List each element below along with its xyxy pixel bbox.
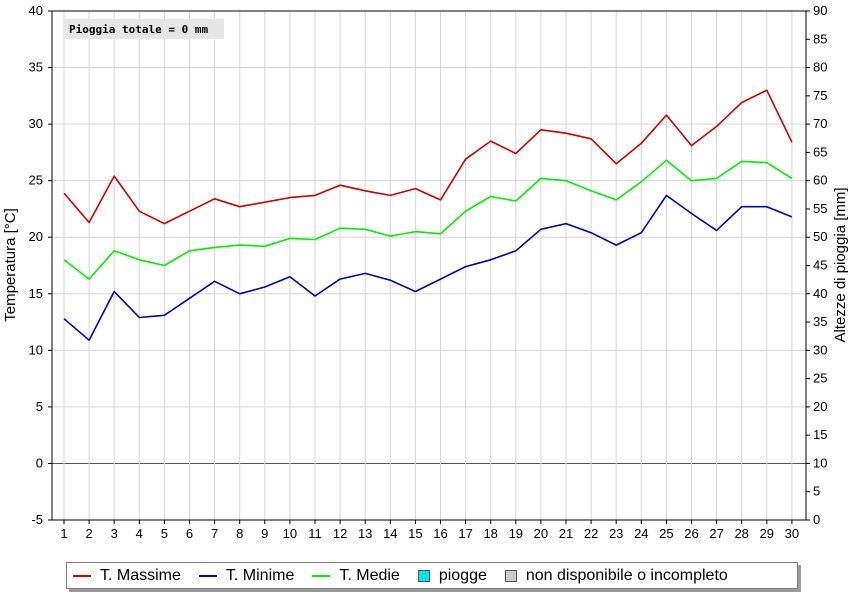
- x-tick-label: 11: [308, 526, 322, 541]
- x-tick-label: 29: [760, 526, 774, 541]
- y2-tick-label: 55: [813, 201, 827, 216]
- y2-tick-label: 75: [813, 88, 827, 103]
- x-tick-label: 6: [186, 526, 193, 541]
- y2-tick-label: 35: [813, 314, 827, 329]
- x-tick-label: 28: [734, 526, 748, 541]
- grid-layer: [52, 10, 806, 521]
- y2-tick-label: 30: [813, 342, 827, 357]
- legend-item-min: T. Minime: [198, 566, 295, 585]
- x-tick-label: 25: [659, 526, 673, 541]
- legend-item-missing: non disponibile o incompleto: [504, 566, 728, 585]
- x-tick-label: 22: [584, 526, 598, 541]
- x-tick-label: 23: [609, 526, 623, 541]
- series-line-max: [63, 89, 793, 225]
- y-tick-label: 25: [29, 173, 43, 188]
- series-line-mean: [63, 159, 793, 280]
- axis-layer: -505101520253035400510152025303540455055…: [29, 3, 828, 541]
- y2-tick-label: 70: [813, 116, 827, 131]
- y-tick-label: 0: [36, 455, 43, 470]
- y2-tick-label: 60: [813, 173, 827, 188]
- x-tick-label: 4: [136, 526, 143, 541]
- x-tick-label: 30: [785, 526, 799, 541]
- y-tick-label: 40: [29, 3, 43, 18]
- y-tick-label: -5: [31, 512, 43, 527]
- x-tick-label: 12: [333, 526, 347, 541]
- legend-label-max: T. Massime: [100, 566, 181, 584]
- x-tick-label: 20: [534, 526, 548, 541]
- x-tick-label: 13: [358, 526, 372, 541]
- legend-swatch-min: [198, 574, 217, 577]
- y2-tick-label: 40: [813, 286, 827, 301]
- legend-label-min: T. Minime: [225, 566, 295, 584]
- y-tick-label: 5: [36, 399, 43, 414]
- x-tick-label: 2: [85, 526, 92, 541]
- y-tick-label: 15: [29, 286, 43, 301]
- legend-item-mean: T. Medie: [312, 566, 400, 585]
- y2-tick-label: 85: [813, 31, 827, 46]
- x-tick-label: 19: [509, 526, 523, 541]
- y2-tick-label: 50: [813, 229, 827, 244]
- legend-swatch-mean: [312, 574, 331, 577]
- y2-tick-label: 0: [813, 512, 820, 527]
- y2-tick-label: 45: [813, 258, 827, 273]
- x-tick-label: 9: [261, 526, 268, 541]
- y2-tick-label: 5: [813, 484, 820, 499]
- y2-tick-label: 90: [813, 3, 827, 18]
- series-layer: [63, 89, 793, 342]
- y2-tick-label: 20: [813, 399, 827, 414]
- x-tick-label: 21: [559, 526, 573, 541]
- x-tick-label: 24: [634, 526, 648, 541]
- annotation-box: Pioggia totale = 0 mm: [64, 19, 224, 39]
- legend-item-max: T. Massime: [73, 567, 181, 585]
- y2-tick-label: 15: [813, 427, 827, 442]
- series-line-min: [63, 194, 793, 342]
- y2-tick-label: 10: [813, 455, 827, 470]
- y2-tick-label: 65: [813, 144, 827, 159]
- x-tick-label: 1: [60, 526, 67, 541]
- legend-item-rain: piogge: [417, 566, 487, 585]
- x-tick-label: 17: [458, 526, 472, 541]
- x-tick-label: 14: [383, 526, 397, 541]
- legend-label-missing: non disponibile o incompleto: [525, 566, 728, 584]
- annotation-text: Pioggia totale = 0 mm: [69, 23, 208, 36]
- y2-axis-title: Altezze di pioggia [mm]: [832, 187, 849, 342]
- x-tick-label: 18: [483, 526, 497, 541]
- annotation-background: [64, 19, 224, 39]
- y-axis-title: Temperatura [°C]: [2, 208, 19, 322]
- legend-swatch-rain: [417, 569, 430, 582]
- x-tick-label: 3: [111, 526, 118, 541]
- y2-tick-label: 25: [813, 371, 827, 386]
- y-tick-label: 10: [29, 342, 43, 357]
- y-tick-label: 20: [29, 229, 43, 244]
- legend-swatch-max: [73, 574, 91, 577]
- y2-tick-label: 80: [813, 60, 827, 75]
- x-tick-label: 10: [283, 526, 297, 541]
- legend: T. Massime T. Minime T. Medie piogge non…: [66, 562, 798, 589]
- x-tick-label: 26: [684, 526, 698, 541]
- x-tick-label: 5: [161, 526, 168, 541]
- x-tick-label: 27: [709, 526, 723, 541]
- legend-swatch-missing: [504, 569, 517, 582]
- x-tick-label: 8: [236, 526, 243, 541]
- legend-label-rain: piogge: [438, 566, 487, 584]
- x-tick-label: 15: [408, 526, 422, 541]
- x-tick-label: 16: [433, 526, 447, 541]
- legend-label-mean: T. Medie: [339, 566, 400, 584]
- y-tick-label: 35: [29, 60, 43, 75]
- x-tick-label: 7: [211, 526, 218, 541]
- y-tick-label: 30: [29, 116, 43, 131]
